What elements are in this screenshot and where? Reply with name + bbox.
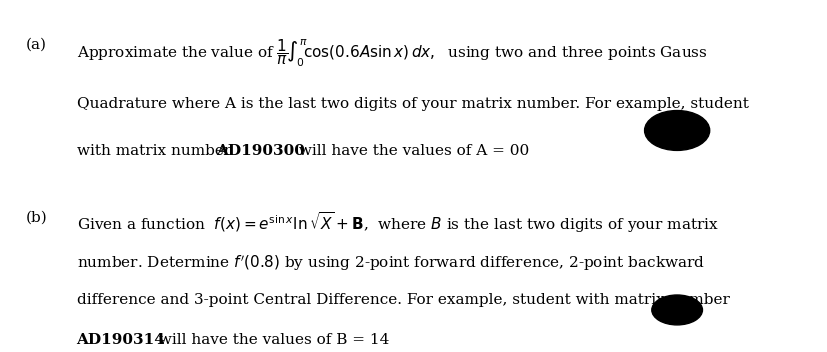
Text: AD190314: AD190314 (77, 333, 165, 347)
Text: (b): (b) (26, 210, 48, 224)
Text: Given a function  $f(x)=e^{\sin x}\ln\sqrt{X}+\mathbf{B}$,  where $B$ is the las: Given a function $f(x)=e^{\sin x}\ln\sqr… (77, 210, 719, 235)
Text: number. Determine $f'(0.8)$ by using 2-point forward difference, 2-point backwar: number. Determine $f'(0.8)$ by using 2-p… (77, 253, 705, 273)
Ellipse shape (644, 111, 710, 150)
Text: will have the values of A = 00: will have the values of A = 00 (294, 144, 528, 158)
Text: AD190300: AD190300 (216, 144, 304, 158)
Text: will have the values of B = 14: will have the values of B = 14 (155, 333, 390, 347)
Text: Quadrature where A is the last two digits of your matrix number. For example, st: Quadrature where A is the last two digit… (77, 97, 748, 111)
Text: difference and 3-point Central Difference. For example, student with matrix numb: difference and 3-point Central Differenc… (77, 293, 729, 307)
Text: (a): (a) (26, 37, 47, 51)
Text: with matrix number: with matrix number (77, 144, 236, 158)
Ellipse shape (652, 295, 702, 325)
Text: Approximate the value of $\dfrac{1}{\pi}\!\int_0^{\pi}\!\cos(0.6A\sin x)\,dx,$  : Approximate the value of $\dfrac{1}{\pi}… (77, 37, 707, 69)
